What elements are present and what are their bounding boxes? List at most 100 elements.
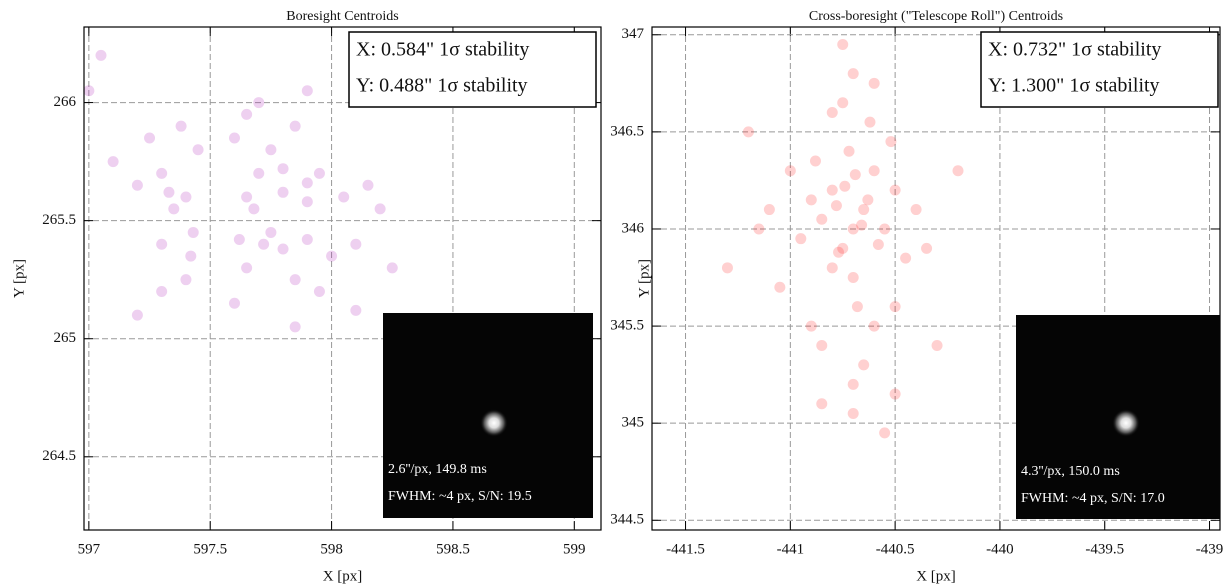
point [889,301,901,313]
point [795,233,807,245]
point [107,156,119,168]
point [931,340,943,352]
point [885,136,897,148]
point [131,179,143,191]
point [289,274,301,286]
point [187,226,199,238]
point [858,359,870,371]
chart-title: Cross-boresight ("Telescope Roll") Centr… [809,9,1063,24]
point [847,407,859,419]
y-tick-label: 265 [54,330,77,346]
point [837,242,849,254]
point [868,320,880,332]
point [180,274,192,286]
point [879,427,891,439]
point [241,191,253,203]
point [192,144,204,156]
y-tick-label: 266 [54,94,77,110]
point [185,250,197,262]
inset-annotation: 2.6''/px, 149.8 ms [388,462,487,477]
x-tick-label: -439.5 [1085,541,1124,557]
point [774,281,786,293]
point [228,297,240,309]
point [851,301,863,313]
point [753,223,765,235]
y-tick-label: 347 [622,26,645,42]
point [872,239,884,251]
point [816,340,828,352]
point [839,180,851,192]
point [868,165,880,177]
point [910,204,922,216]
point [742,126,754,138]
point [301,85,313,97]
annotation-box [980,31,1219,108]
point [833,246,845,258]
point [868,77,880,89]
point [248,203,260,215]
point [241,108,253,120]
annotation-box [348,31,597,108]
point [847,223,859,235]
point [233,234,245,246]
inset-annotation: 4.3''/px, 150.0 ms [1021,464,1120,479]
x-tick-label: 598.5 [436,541,470,557]
point [816,398,828,410]
point [338,191,350,203]
annotation: Y: 0.488" 1σ stability [356,75,528,97]
point [862,194,874,206]
point [277,243,289,255]
point [168,203,180,215]
inset-annotation: FWHM: ~4 px, S/N: 19.5 [388,489,532,504]
point [374,203,386,215]
point [847,378,859,390]
point [265,226,277,238]
point [313,167,325,179]
point [889,184,901,196]
point [95,49,107,61]
point [847,68,859,80]
point [900,252,912,264]
point [277,163,289,175]
point [156,167,168,179]
point [921,242,933,254]
point [889,388,901,400]
x-tick-label: 598 [320,541,343,557]
y-tick-label: 346 [622,220,645,236]
point [301,177,313,189]
y-axis-label: Y [px] [11,259,27,298]
point [809,155,821,167]
point [843,145,855,157]
y-tick-label: 344.5 [610,512,644,528]
x-tick-label: 597 [78,541,101,557]
y-tick-label: 346.5 [610,123,644,139]
x-tick-label: 599 [563,541,586,557]
x-axis-label: X [px] [916,568,956,584]
x-tick-label: -440 [986,541,1014,557]
plot-frame [83,26,602,531]
point [228,132,240,144]
point [805,320,817,332]
x-tick-label: -440.5 [876,541,915,557]
point [826,262,838,274]
point [301,234,313,246]
point [858,204,870,216]
chart-title: Boresight Centroids [286,9,398,24]
y-tick-label: 345 [622,415,645,431]
point [952,165,964,177]
x-tick-label: -439 [1196,541,1224,557]
point [847,272,859,284]
point [350,238,362,250]
point [313,285,325,297]
point [163,186,175,198]
point [175,120,187,132]
y-tick-label: 264.5 [42,448,76,464]
point [837,97,849,109]
point [362,179,374,191]
point [253,97,265,109]
x-tick-label: -441 [777,541,805,557]
annotation: X: 0.732" 1σ stability [988,39,1161,61]
point [289,120,301,132]
point [826,184,838,196]
